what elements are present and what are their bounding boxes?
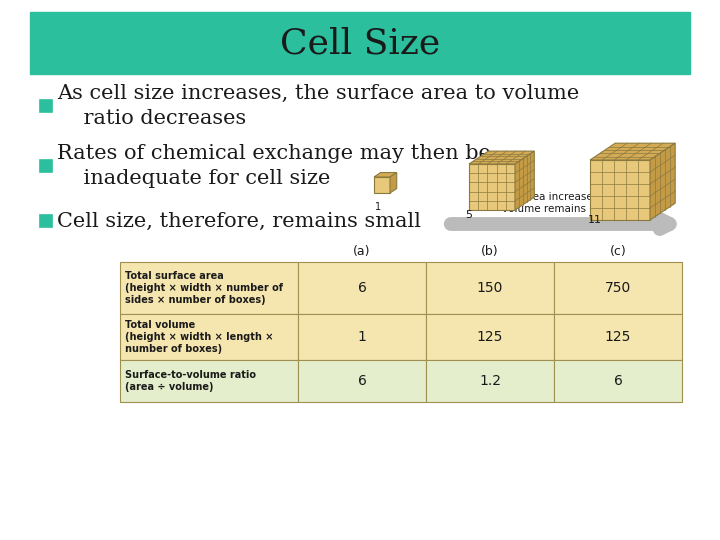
Bar [298, 262, 426, 314]
Polygon shape [469, 164, 515, 210]
Text: 750: 750 [605, 281, 631, 295]
Text: Total volume
(height × width × length ×
number of boxes): Total volume (height × width × length × … [125, 320, 274, 354]
Text: 125: 125 [477, 330, 503, 344]
Text: 1: 1 [375, 202, 381, 212]
Polygon shape [515, 151, 534, 210]
Text: Rates of chemical exchange may then be
    inadequate for cell size: Rates of chemical exchange may then be i… [57, 144, 491, 188]
Text: 6: 6 [358, 374, 366, 388]
Bar [426, 360, 554, 402]
Text: Surface-to-volume ratio
(area ÷ volume): Surface-to-volume ratio (area ÷ volume) [125, 370, 256, 392]
Text: 5: 5 [465, 210, 472, 220]
Bar [40, 160, 52, 172]
Polygon shape [390, 172, 397, 193]
Bar [40, 215, 52, 227]
Text: Cell Size: Cell Size [280, 26, 440, 60]
Polygon shape [590, 143, 675, 160]
Polygon shape [374, 177, 390, 193]
Text: (c): (c) [610, 245, 626, 258]
Bar [120, 314, 298, 360]
Text: Total surface area
(height × width × number of
sides × number of boxes): Total surface area (height × width × num… [125, 271, 283, 305]
Text: As cell size increases, the surface area to volume
    ratio decreases: As cell size increases, the surface area… [57, 84, 580, 128]
Text: 1: 1 [358, 330, 366, 344]
Bar [554, 360, 682, 402]
Bar [554, 314, 682, 360]
Text: 11: 11 [588, 215, 602, 225]
Text: Surface area increases while total
volume remains constant: Surface area increases while total volum… [480, 192, 657, 214]
Polygon shape [590, 160, 650, 220]
Text: (b): (b) [481, 245, 499, 258]
Bar [40, 100, 52, 112]
Bar [426, 314, 554, 360]
Bar [120, 262, 298, 314]
Polygon shape [374, 172, 397, 177]
Bar [30, 12, 690, 74]
Text: 125: 125 [605, 330, 631, 344]
Bar [554, 262, 682, 314]
Bar [120, 360, 298, 402]
Polygon shape [469, 151, 534, 164]
Bar [426, 262, 554, 314]
Bar [298, 360, 426, 402]
Text: (a): (a) [354, 245, 371, 258]
Text: 6: 6 [613, 374, 622, 388]
Text: 150: 150 [477, 281, 503, 295]
Text: Cell size, therefore, remains small: Cell size, therefore, remains small [57, 212, 421, 231]
Bar [298, 314, 426, 360]
Text: 1.2: 1.2 [479, 374, 501, 388]
Text: 6: 6 [358, 281, 366, 295]
Polygon shape [650, 143, 675, 220]
